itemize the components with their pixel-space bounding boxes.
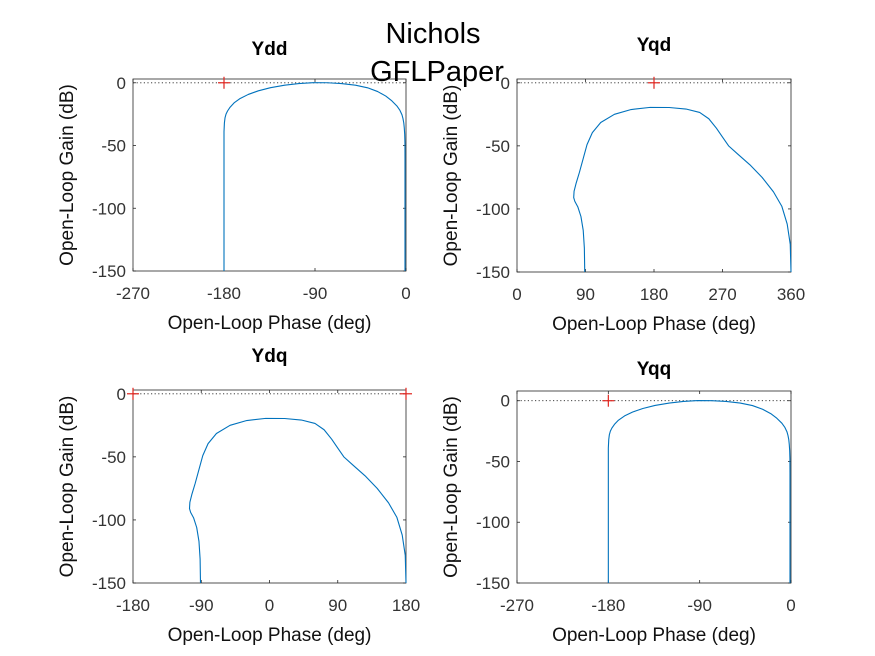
nichols-curve-yqd (573, 106, 792, 273)
y-tick-label-ydq: -150 (92, 574, 126, 593)
x-axis-label-yqd: Open-Loop Phase (deg) (552, 314, 756, 335)
figure-suptitle-line-1: Nichols (385, 18, 480, 50)
critical-point-marker-yqq (602, 394, 615, 407)
y-tick-label-yqq: -50 (485, 452, 510, 471)
y-tick-label-yqd: -100 (476, 200, 510, 219)
x-tick-label-yqd: 270 (708, 285, 736, 304)
critical-point-marker-ydq (400, 387, 412, 400)
y-tick-label-yqq: 0 (501, 392, 510, 411)
x-tick-label-ydd: -180 (207, 284, 241, 303)
x-tick-label-yqq: -270 (500, 596, 534, 615)
axes-ydq: -180 -90 0 90 180 -150 -100 -50 0 Ydq Open-Loop Ph… (57, 346, 420, 646)
plot-box-yqq (516, 390, 792, 584)
y-tick-label-yqd: 0 (501, 74, 510, 93)
axes-title-yqd: Yqd (637, 35, 671, 56)
nichols-curve-ydd (223, 82, 406, 271)
x-tick-label-yqq: -90 (687, 596, 712, 615)
y-tick-label-yqq: -100 (476, 513, 510, 532)
y-tick-label-yqq: -150 (476, 574, 510, 593)
axes-title-ydd: Ydd (252, 39, 288, 60)
y-axis-label-ydq: Open-Loop Gain (dB) (57, 396, 78, 578)
critical-point-marker-yqd (648, 76, 660, 89)
y-tick-label-yqd: -50 (485, 137, 510, 156)
axes-yqd: 0 90 180 270 360 -150 -100 -50 0 Yqd Open-Loop Pha… (441, 35, 805, 335)
y-tick-label-yqd: -150 (476, 263, 510, 282)
x-tick-label-ydq: 0 (265, 596, 274, 615)
x-tick-label-ydq: -180 (116, 596, 150, 615)
axes-title-yqq: Yqq (637, 359, 671, 380)
x-axis-label-ydq: Open-Loop Phase (deg) (168, 625, 372, 646)
x-tick-label-yqq: -180 (591, 596, 625, 615)
y-tick-label-ydd: -150 (92, 262, 126, 281)
axes-ydd: -270 -180 -90 0 -150 -100 -50 0 Ydd Open-Loop Pha… (57, 39, 411, 334)
figure-suptitle-line-2: GFLPaper (370, 56, 504, 88)
nichols-curve-ydq (188, 417, 407, 584)
x-tick-label-yqd: 90 (576, 285, 595, 304)
y-axis-label-yqq: Open-Loop Gain (dB) (441, 396, 462, 578)
y-tick-label-ydq: -50 (101, 448, 126, 467)
critical-point-marker-ydq (127, 387, 139, 400)
x-axis-label-ydd: Open-Loop Phase (deg) (168, 313, 372, 334)
x-tick-label-yqd: 0 (512, 285, 521, 304)
x-tick-label-ydd: 0 (401, 284, 410, 303)
x-tick-label-yqd: 180 (640, 285, 668, 304)
axes-title-ydq: Ydq (252, 346, 288, 367)
nichols-curve-yqq (607, 400, 791, 583)
y-axis-label-ydd: Open-Loop Gain (dB) (57, 84, 78, 266)
axes-yqq: -270 -180 -90 0 -150 -100 -50 0 Yqq Open-Loop Pha… (441, 359, 796, 646)
y-axis-label-yqd: Open-Loop Gain (dB) (441, 85, 462, 267)
y-tick-label-ydd: -50 (101, 137, 126, 156)
y-tick-label-ydd: -100 (92, 199, 126, 218)
y-tick-label-ydd: 0 (117, 74, 126, 93)
x-tick-label-ydd: -270 (116, 284, 150, 303)
plot-box-ydd (132, 78, 407, 272)
critical-point-marker-ydd (218, 76, 230, 89)
x-tick-label-ydd: -90 (303, 284, 328, 303)
x-axis-label-yqq: Open-Loop Phase (deg) (552, 625, 756, 646)
y-tick-label-ydq: 0 (117, 385, 126, 404)
x-tick-label-ydq: -90 (189, 596, 214, 615)
y-tick-label-ydq: -100 (92, 511, 126, 530)
x-tick-label-ydq: 90 (328, 596, 347, 615)
x-tick-label-yqq: 0 (786, 596, 795, 615)
x-tick-label-ydq: 180 (392, 596, 420, 615)
x-tick-label-yqd: 360 (777, 285, 805, 304)
